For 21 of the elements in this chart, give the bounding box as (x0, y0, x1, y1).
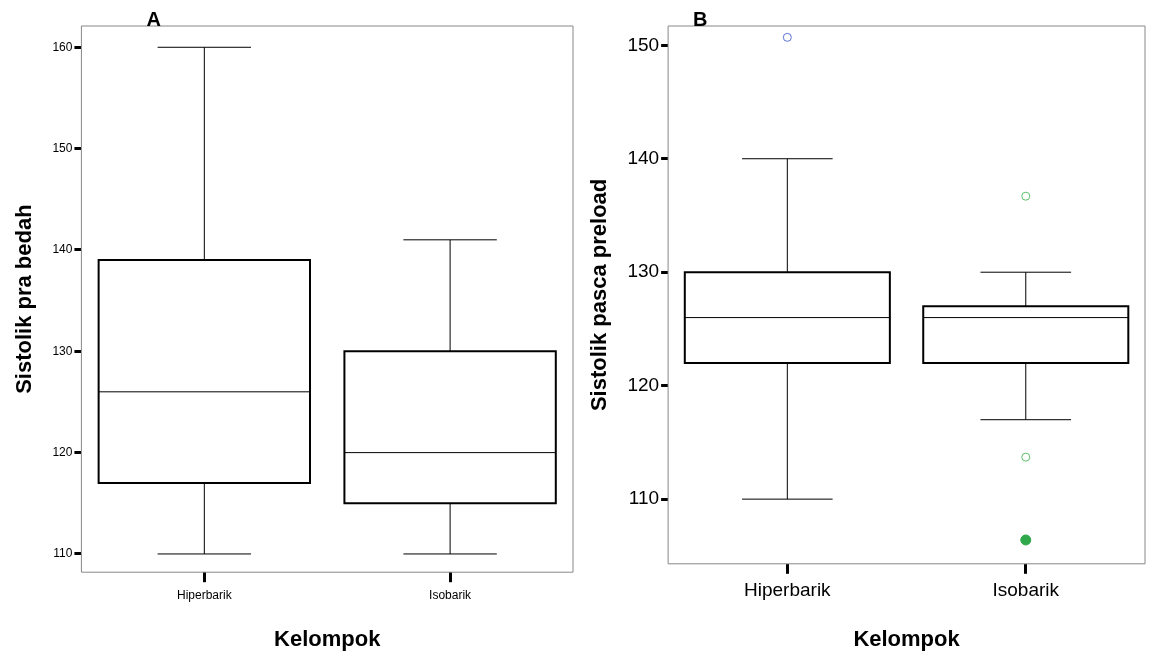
x-tick-label: Hiperbarik (176, 587, 233, 602)
x-axis-title: Kelompok (274, 625, 382, 651)
chart-title: A (146, 7, 161, 30)
x-tick-label: Isobarik (429, 587, 473, 602)
x-axis-title: Kelompok (853, 625, 961, 651)
y-tick-label: 110 (53, 546, 73, 561)
x-tick-label: Hiperbarik (744, 579, 832, 601)
y-tick-label: 150 (52, 140, 73, 155)
y-axis-title: Sistolik pra bedah (11, 204, 37, 394)
y-tick-label: 160 (52, 39, 73, 54)
y-tick-label: 120 (627, 373, 660, 395)
y-tick-label: 130 (627, 260, 660, 282)
x-tick-label: Isobarik (992, 579, 1060, 601)
y-tick-label: 130 (52, 343, 73, 358)
y-tick-label: 140 (52, 242, 73, 257)
y-tick-label: 140 (627, 146, 660, 168)
y-tick-label: 110 (628, 487, 660, 509)
y-tick-label: 150 (627, 33, 660, 55)
y-tick-label: 120 (52, 444, 73, 459)
y-axis-title: Sistolik pasca preload (586, 178, 612, 412)
chart-title: B (693, 7, 708, 30)
